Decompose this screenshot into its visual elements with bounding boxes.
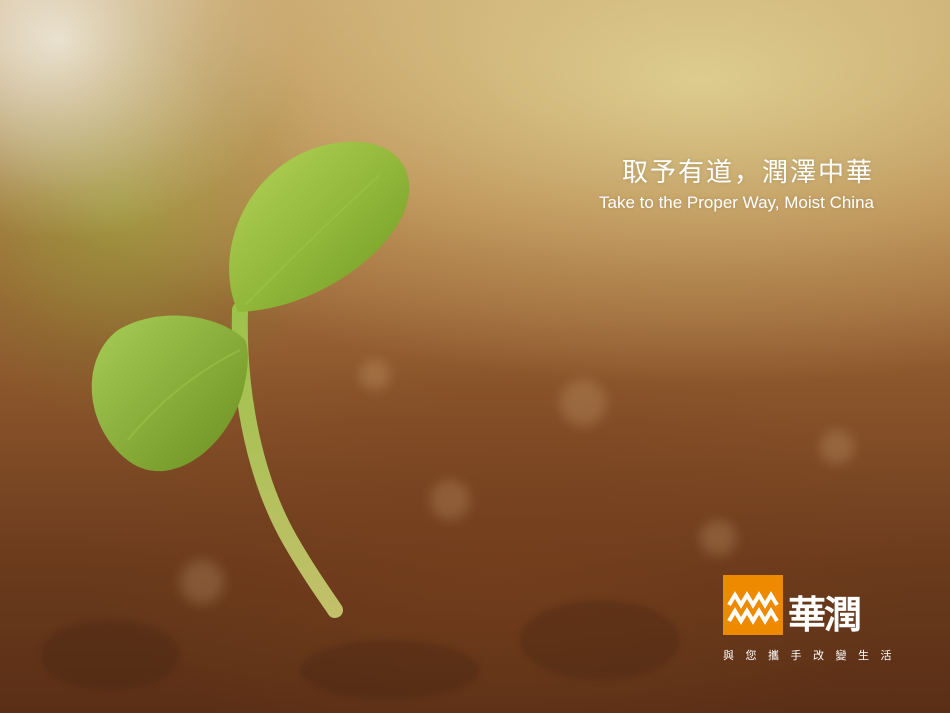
soil-clump (40, 620, 180, 690)
upper-leaf-vein (244, 174, 381, 306)
bokeh-light (360, 360, 390, 390)
brand-tagline: 與 您 攜 手 改 變 生 活 (723, 649, 896, 662)
seedling-stem (231, 302, 343, 618)
upper-leaf (229, 141, 410, 312)
bokeh-light (700, 520, 736, 556)
lower-leaf-vein (127, 349, 241, 441)
lower-leaf (91, 315, 248, 472)
slogan-chinese: 取予有道，潤澤中華 (621, 158, 874, 188)
bokeh-light (180, 560, 224, 604)
brand-logo-icon (723, 575, 783, 635)
slogan-english: Take to the Proper Way, Moist China (599, 193, 874, 212)
soil-clump (300, 640, 480, 700)
brand-name: 華潤 (788, 592, 862, 637)
bokeh-light (820, 430, 854, 464)
bokeh-light (560, 380, 606, 426)
soil-clump (520, 600, 680, 680)
bokeh-light (430, 480, 470, 520)
